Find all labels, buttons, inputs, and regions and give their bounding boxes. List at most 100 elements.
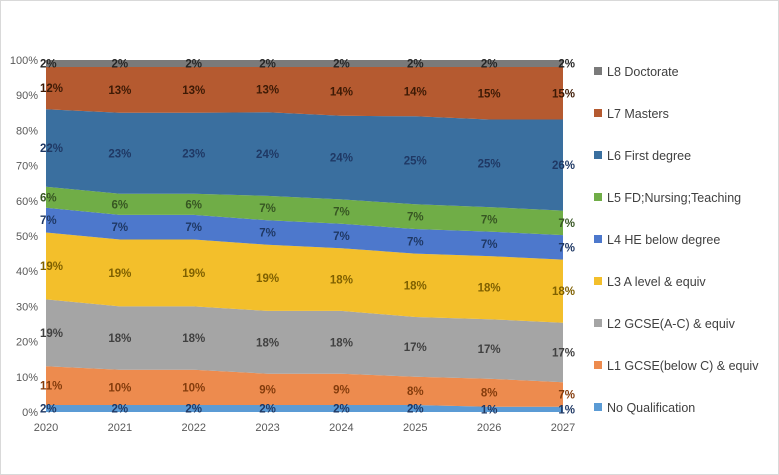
data-label-l4-he-below-degree: 7% [185,222,202,234]
area-l8-doctorate [46,60,563,67]
data-label-l8-doctorate: 2% [558,59,575,71]
data-label-l3-a-level-equiv: 18% [478,283,501,295]
data-label-l5-fd-nursing-teaching: 7% [333,207,350,219]
data-label-l3-a-level-equiv: 19% [40,261,63,273]
legend-item-l7-masters: L7 Masters [594,107,669,121]
y-tick-label: 0% [22,407,38,419]
data-label-no-qualification: 2% [185,403,202,415]
legend-item-l3-a-level-equiv: L3 A level & equiv [594,275,706,289]
data-label-l7-masters: 13% [108,85,131,97]
legend-label: No Qualification [607,401,695,415]
legend-label: L5 FD;Nursing;Teaching [607,191,741,205]
legend-swatch [594,361,602,369]
data-label-l1-gcse-below-c-equiv: 8% [481,388,498,400]
x-tick-label: 2021 [108,422,132,434]
x-tick-label: 2020 [34,422,58,434]
data-label-l4-he-below-degree: 7% [407,236,424,248]
data-label-l5-fd-nursing-teaching: 7% [558,218,575,230]
data-label-l8-doctorate: 2% [40,59,57,71]
data-label-l6-first-degree: 24% [330,153,353,165]
series-areas [46,60,563,412]
legend-swatch [594,109,602,117]
legend-item-l4-he-below-degree: L4 HE below degree [594,233,720,247]
data-label-l4-he-below-degree: 7% [259,228,276,240]
data-label-l5-fd-nursing-teaching: 7% [259,203,276,215]
data-label-l1-gcse-below-c-equiv: 9% [259,384,276,396]
legend-swatch [594,67,602,75]
data-label-no-qualification: 2% [112,403,129,415]
data-label-l8-doctorate: 2% [259,58,276,70]
x-tick-label: 2026 [477,422,501,434]
data-label-l7-masters: 12% [40,83,63,95]
data-label-l5-fd-nursing-teaching: 7% [481,214,498,226]
legend-item-no-qualification: No Qualification [594,401,695,415]
data-label-no-qualification: 1% [558,404,575,416]
data-label-l6-first-degree: 23% [108,148,131,160]
legend-item-l5-fd-nursing-teaching: L5 FD;Nursing;Teaching [594,191,741,205]
data-label-l2-gcse-a-c-equiv: 17% [478,344,501,356]
x-tick-label: 2025 [403,422,427,434]
data-label-l2-gcse-a-c-equiv: 19% [40,328,63,340]
y-tick-label: 70% [16,161,38,173]
data-label-no-qualification: 2% [407,403,424,415]
data-label-l7-masters: 13% [182,85,205,97]
legend-item-l6-first-degree: L6 First degree [594,149,691,163]
data-label-l6-first-degree: 26% [552,160,575,172]
legend-swatch [594,319,602,327]
data-label-l1-gcse-below-c-equiv: 10% [108,382,131,394]
legend-label: L3 A level & equiv [607,275,706,289]
data-label-l7-masters: 15% [552,88,575,100]
data-label-no-qualification: 1% [481,404,498,416]
data-label-l2-gcse-a-c-equiv: 17% [404,342,427,354]
data-label-l8-doctorate: 2% [407,59,424,71]
y-axis: 0% 10% 20% 30% 40% 50% 60% 70% 80% 90% 100% [10,55,38,419]
data-label-l4-he-below-degree: 7% [40,215,57,227]
data-label-l4-he-below-degree: 7% [112,222,129,234]
legend-label: L2 GCSE(A-C) & equiv [607,317,736,331]
data-label-l4-he-below-degree: 7% [481,239,498,251]
legend: L8 Doctorate L7 Masters L6 First degree L5 … [594,65,759,415]
area-l7-masters [46,67,563,120]
data-label-l7-masters: 14% [330,86,353,98]
legend-swatch [594,403,602,411]
legend-item-l8-doctorate: L8 Doctorate [594,65,679,79]
data-label-no-qualification: 2% [333,404,350,416]
data-label-l3-a-level-equiv: 18% [330,275,353,287]
y-tick-label: 40% [16,266,38,278]
data-label-l2-gcse-a-c-equiv: 18% [330,337,353,349]
y-tick-label: 100% [10,55,38,67]
data-label-l3-a-level-equiv: 18% [552,286,575,298]
legend-swatch [594,277,602,285]
data-label-l5-fd-nursing-teaching: 6% [112,199,129,211]
data-label-l1-gcse-below-c-equiv: 10% [182,382,205,394]
y-tick-label: 60% [16,196,38,208]
area-l5-fd-nursing-teaching [46,186,563,236]
data-label-no-qualification: 2% [40,403,57,415]
data-label-l2-gcse-a-c-equiv: 17% [552,347,575,359]
data-label-l3-a-level-equiv: 18% [404,280,427,292]
legend-label: L7 Masters [607,107,669,121]
data-label-l5-fd-nursing-teaching: 7% [407,212,424,224]
legend-item-l2-gcse-a-c-equiv: L2 GCSE(A-C) & equiv [594,317,736,331]
y-tick-label: 30% [16,301,38,313]
data-label-l1-gcse-below-c-equiv: 7% [558,389,575,401]
area-l4-he-below-degree [46,207,563,260]
data-label-l7-masters: 13% [256,85,279,97]
data-label-l2-gcse-a-c-equiv: 18% [256,337,279,349]
data-label-l7-masters: 15% [478,88,501,100]
data-label-l8-doctorate: 2% [112,59,129,71]
x-axis: 2020 2021 2022 2023 2024 2025 2026 2027 [34,422,575,434]
x-tick-label: 2024 [329,422,353,434]
data-label-l3-a-level-equiv: 19% [108,268,131,280]
area-l1-gcse-below-c-equiv [46,366,563,407]
legend-item-l1-gcse-below-c-equiv: L1 GCSE(below C) & equiv [594,359,759,373]
legend-label: L8 Doctorate [607,65,679,79]
x-tick-label: 2022 [181,422,205,434]
data-label-l3-a-level-equiv: 19% [256,273,279,285]
data-label-l8-doctorate: 2% [185,59,202,71]
legend-swatch [594,151,602,159]
y-tick-label: 80% [16,125,38,137]
data-label-l6-first-degree: 24% [256,149,279,161]
legend-label: L6 First degree [607,149,691,163]
